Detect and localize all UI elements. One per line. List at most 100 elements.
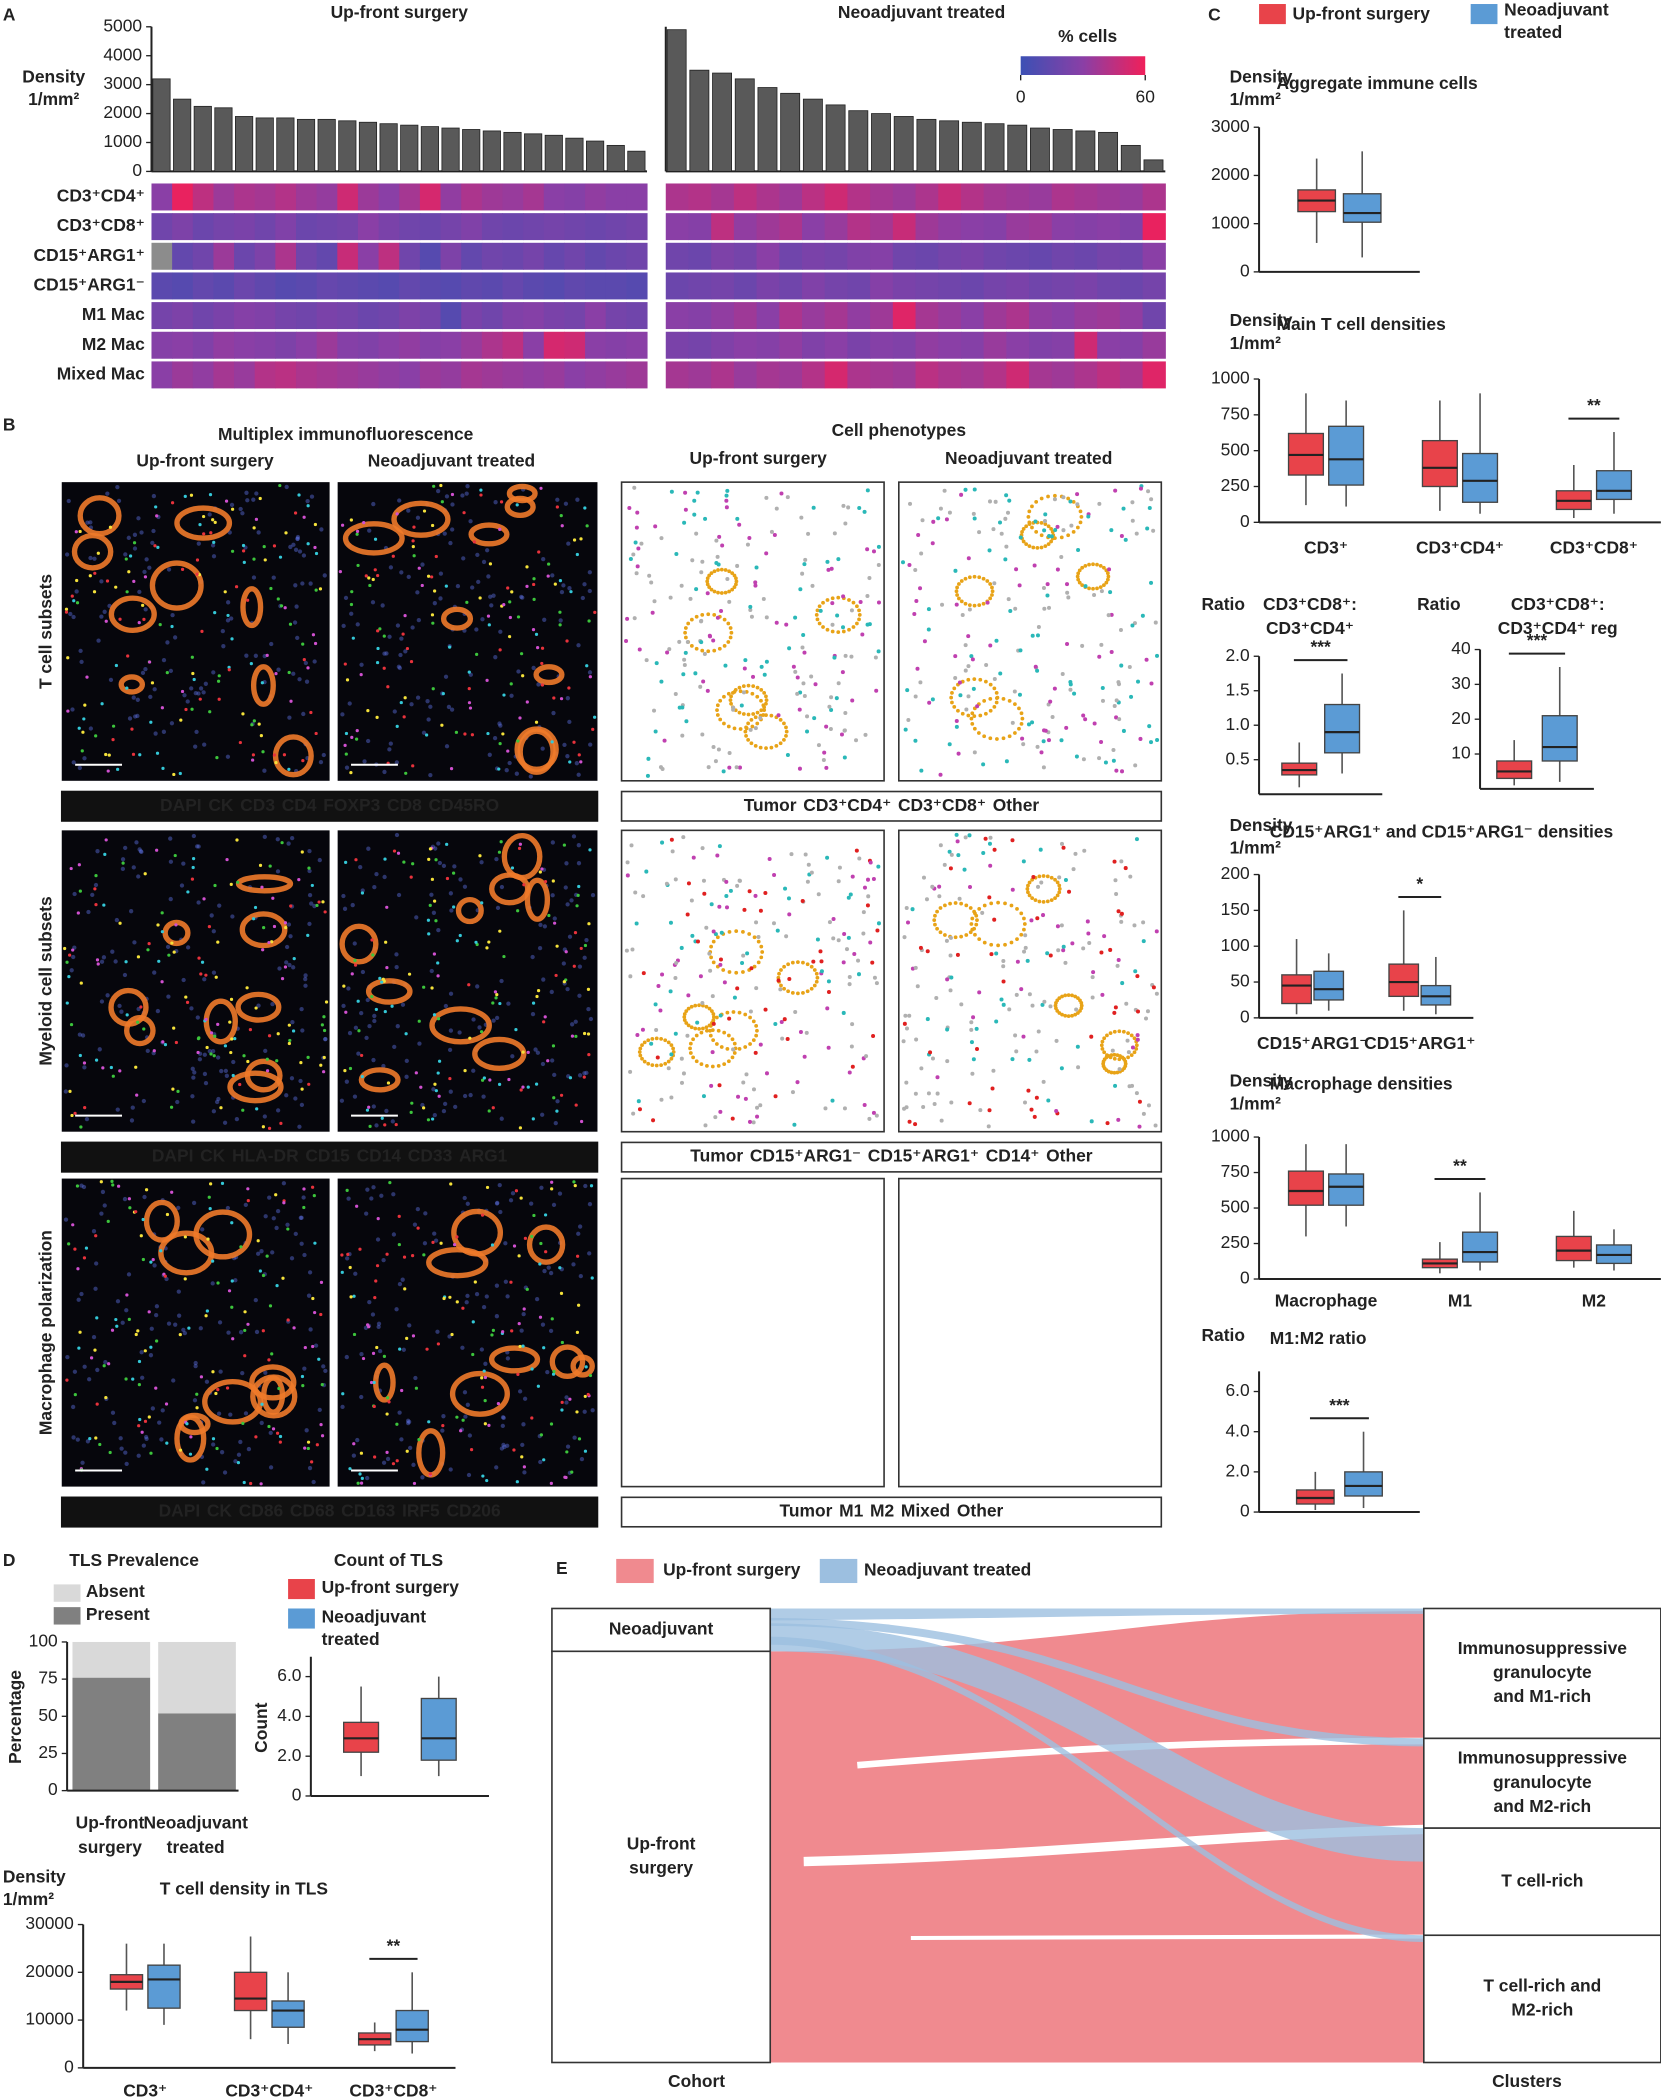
cell-signal [516, 503, 519, 506]
tumor-cell [943, 903, 947, 907]
cell-signal [400, 701, 403, 704]
cell [1034, 1049, 1038, 1053]
cell-signal [93, 1349, 96, 1352]
cell-signal [292, 1029, 295, 1032]
cell-signal [231, 1279, 234, 1282]
cell-signal [267, 1358, 270, 1361]
cell-signal [410, 1111, 413, 1114]
heatmap-cell [564, 243, 585, 270]
box [1497, 761, 1532, 778]
cell [632, 486, 636, 490]
nucleus [291, 543, 295, 547]
nucleus [341, 1004, 345, 1008]
heatmap-cell [337, 361, 358, 388]
cell-signal [230, 1221, 233, 1224]
heatmap-cell [1029, 302, 1052, 329]
cell-signal [149, 1452, 152, 1455]
cell-signal [266, 654, 269, 657]
tumor-cell [782, 721, 786, 725]
nucleus [212, 971, 216, 975]
cell [720, 931, 724, 935]
cell-signal [479, 596, 482, 599]
cell [671, 849, 675, 853]
nucleus [270, 1002, 274, 1006]
cell [1084, 584, 1088, 588]
legend-item: CD15⁺ARG1⁻ [750, 1146, 861, 1166]
cell-signal [349, 1067, 352, 1070]
nucleus [192, 834, 196, 838]
tumor-cell [1022, 917, 1026, 921]
heatmap-cell [482, 243, 503, 270]
heatmap-cell [666, 213, 689, 240]
y-tick-label: 20000 [25, 1961, 73, 1981]
nucleus [103, 1203, 107, 1207]
nucleus [199, 1326, 203, 1330]
cell-signal [518, 716, 521, 719]
tumor-cell [1053, 896, 1057, 900]
legend-item: DAPI [160, 795, 202, 815]
nucleus [429, 893, 433, 897]
y-tick-label: 50 [38, 1705, 57, 1725]
cell-signal [307, 1447, 310, 1450]
y-tick-label: 10000 [25, 2009, 73, 2029]
cell [692, 513, 696, 517]
cell-signal [518, 847, 521, 850]
heatmap-cell [893, 183, 916, 210]
heatmap-cell [379, 302, 400, 329]
nucleus [220, 1450, 224, 1454]
tumor-cell [1020, 722, 1024, 726]
tumor-cell [774, 744, 778, 748]
box [1289, 1171, 1324, 1205]
cell-signal [97, 552, 100, 555]
cell-signal [128, 1206, 131, 1209]
cell [744, 1097, 748, 1101]
tumor-cell [1076, 578, 1080, 582]
nucleus [371, 1185, 375, 1189]
phenotype-map [899, 830, 1162, 1131]
cell [1113, 704, 1117, 708]
legend-label: treated [322, 1629, 380, 1649]
tumor-cell [739, 689, 743, 693]
nucleus [566, 1445, 570, 1449]
cell-signal [471, 733, 474, 736]
cell [1147, 1103, 1151, 1107]
cell-signal [544, 1213, 547, 1216]
nucleus [105, 993, 109, 997]
tumor-cell [1079, 1001, 1083, 1005]
legend-item: ARG1 [459, 1146, 508, 1166]
tumor-cell [1034, 530, 1038, 534]
cell [973, 488, 977, 492]
cell-signal [411, 862, 414, 865]
cell [764, 496, 768, 500]
nucleus [399, 636, 403, 640]
tumor-cell [712, 940, 716, 944]
nucleus [367, 528, 371, 532]
cell [738, 879, 742, 883]
cell-signal [278, 484, 281, 487]
tumor-cell [748, 1016, 752, 1020]
cell-signal [438, 1060, 441, 1063]
nucleus [542, 1269, 546, 1273]
cell [756, 935, 760, 939]
nucleus [263, 1371, 267, 1375]
cell-signal [510, 590, 513, 593]
nucleus [162, 658, 166, 662]
nucleus [235, 1117, 239, 1121]
heatmap-cell [893, 272, 916, 299]
cell-signal [68, 1090, 71, 1093]
cell-signal [243, 1310, 246, 1313]
bar [1121, 145, 1140, 171]
tumor-cell [1102, 583, 1106, 587]
bar [401, 125, 418, 171]
nucleus [189, 686, 193, 690]
cell [755, 1106, 759, 1110]
cell [720, 543, 724, 547]
cell [746, 543, 750, 547]
bar [713, 73, 732, 171]
cell [945, 1059, 949, 1063]
tumor-cell [1003, 902, 1007, 906]
cell [1044, 729, 1048, 733]
cell-signal [71, 595, 74, 598]
tumor-cell [957, 582, 961, 586]
cell [786, 1037, 790, 1041]
